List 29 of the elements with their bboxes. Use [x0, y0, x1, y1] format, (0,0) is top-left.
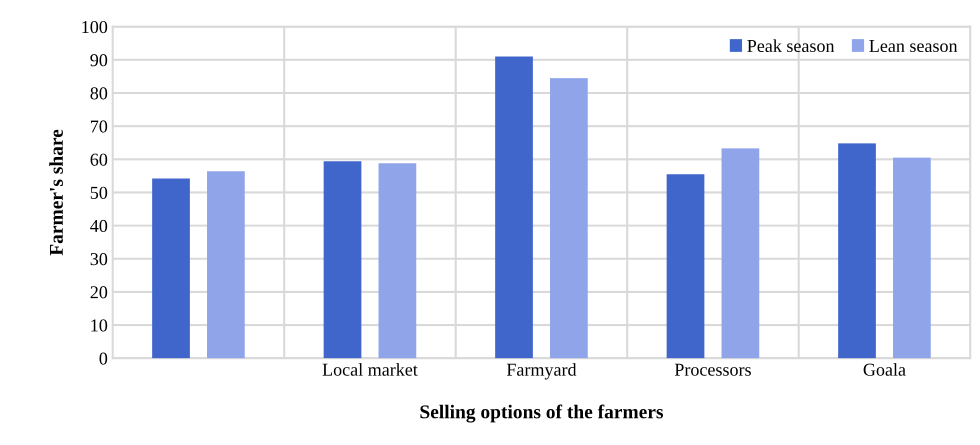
bar	[378, 163, 416, 358]
y-tick-label: 100	[82, 20, 108, 34]
bar	[495, 56, 533, 358]
y-axis-title: Farmer's share	[49, 130, 63, 256]
x-tick-label: Processors	[674, 364, 751, 376]
y-tick-label: 60	[90, 154, 108, 166]
y-tick-label: 0	[100, 352, 108, 365]
x-tick-label: Local market	[322, 363, 418, 376]
bar	[666, 174, 704, 358]
x-axis-title: Selling options of the farmers	[420, 404, 664, 422]
y-tick-label: 70	[90, 120, 108, 133]
y-tick-label: 80	[90, 87, 108, 100]
bar	[893, 158, 931, 358]
bar	[324, 161, 362, 358]
legend-label: Peak season	[747, 39, 834, 52]
bar	[722, 148, 760, 358]
y-tick-label: 40	[90, 220, 108, 232]
legend-label: Lean season	[869, 40, 958, 52]
bar	[550, 78, 588, 358]
y-tick-label: 20	[90, 286, 108, 298]
x-tick-label: Goala	[864, 363, 906, 376]
y-tick-label: 10	[91, 319, 108, 332]
bar	[152, 178, 190, 358]
x-tick-label: Farmyard	[506, 363, 576, 380]
y-tick-label: 30	[90, 253, 108, 266]
bar	[838, 143, 876, 358]
y-tick-label: 90	[90, 54, 108, 66]
bar	[207, 171, 245, 358]
y-tick-label: 50	[90, 186, 108, 199]
